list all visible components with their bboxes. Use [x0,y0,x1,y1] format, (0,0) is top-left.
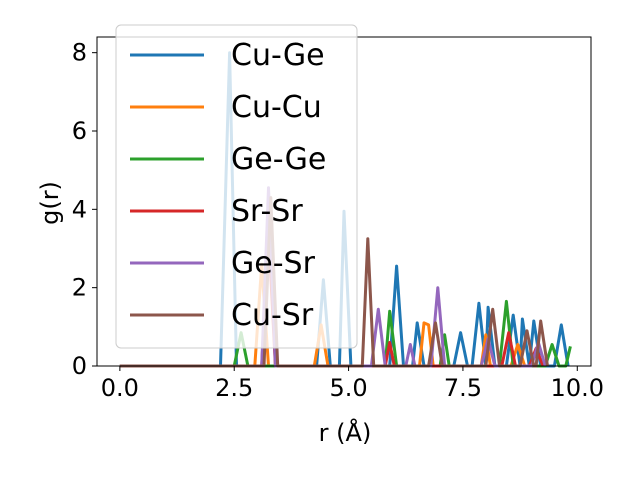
legend-label: Sr-Sr [231,194,303,229]
x-tick-label: 10.0 [551,374,604,402]
y-tick-label: 4 [72,195,87,223]
y-axis-title: g(r) [36,181,64,225]
legend-label: Cu-Sr [231,298,314,333]
y-tick-label: 0 [72,352,87,380]
legend-label: Ge-Sr [231,246,316,281]
axes-layer: 0.0 2.5 5.0 7.5 10.0 0 2 4 6 8 [72,36,604,402]
legend-label: Cu-Ge [231,38,325,73]
x-tick-label: 7.5 [444,374,482,402]
x-tick-label: 5.0 [329,374,367,402]
y-tick-label: 2 [72,274,87,302]
y-tick-label: 6 [72,117,87,145]
x-tick-label: 2.5 [215,374,253,402]
legend-label: Cu-Cu [231,90,322,125]
y-tick-label: 8 [72,39,87,67]
legend-label: Ge-Ge [231,142,326,177]
x-tick-label: 0.0 [101,374,139,402]
x-axis-title: r (Å) [319,418,372,447]
series-line-ge-ge [119,299,572,368]
legend: Cu-Ge Cu-Cu Ge-Ge Sr-Sr Ge-Sr Cu-Sr [115,24,358,349]
